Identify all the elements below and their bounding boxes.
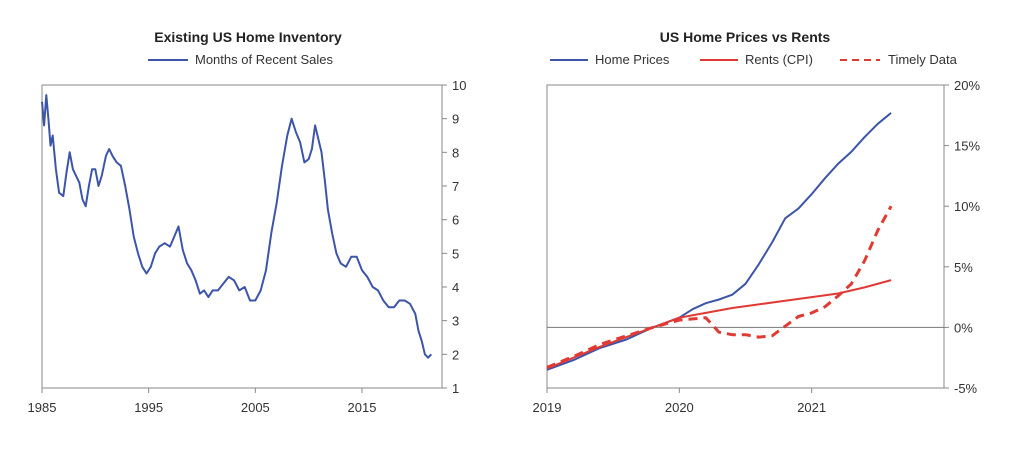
y-tick-label: 5 xyxy=(452,246,459,261)
y-tick-label: 7 xyxy=(452,179,459,194)
x-tick-label: 2020 xyxy=(665,400,694,415)
series-line-timely xyxy=(546,205,893,369)
y-tick-label: 6 xyxy=(452,213,459,228)
y-tick-label: -5% xyxy=(954,381,978,396)
prices-rents-x-axis: 2019 2020 2021 xyxy=(533,388,826,415)
y-tick-label: 20% xyxy=(954,78,980,93)
prices-rents-legend: Home Prices Rents (CPI) Timely Data xyxy=(550,52,958,67)
prices-rents-plot-frame xyxy=(546,84,945,389)
inventory-legend: Months of Recent Sales xyxy=(148,52,334,67)
y-tick-label: 8 xyxy=(452,145,459,160)
inventory-chart-title: Existing US Home Inventory xyxy=(154,29,342,45)
y-tick-label: 4 xyxy=(452,280,459,295)
y-tick-label: 5% xyxy=(954,260,973,275)
prices-rents-y-axis: -5% 0% 5% 10% 15% 20% xyxy=(944,78,980,396)
y-tick-label: 9 xyxy=(452,112,459,127)
prices-rents-chart: US Home Prices vs Rents Home Prices Rent… xyxy=(533,29,981,415)
legend-label-months: Months of Recent Sales xyxy=(195,52,334,67)
x-tick-label: 1985 xyxy=(28,400,57,415)
inventory-y-axis: 1 2 3 4 5 6 7 8 9 10 xyxy=(442,78,466,396)
inventory-chart: Existing US Home Inventory Months of Rec… xyxy=(28,29,467,415)
y-tick-label: 10 xyxy=(452,78,466,93)
series-line-home-prices xyxy=(546,112,892,371)
x-tick-label: 2019 xyxy=(533,400,562,415)
legend-label-timely: Timely Data xyxy=(888,52,958,67)
y-tick-label: 2 xyxy=(452,347,459,362)
y-tick-label: 15% xyxy=(954,139,980,154)
inventory-plot-frame xyxy=(41,84,443,389)
prices-rents-chart-title: US Home Prices vs Rents xyxy=(660,29,831,45)
y-tick-label: 1 xyxy=(452,381,459,396)
x-tick-label: 1995 xyxy=(134,400,163,415)
inventory-x-axis: 1985 1995 2005 2015 xyxy=(28,388,377,415)
x-tick-label: 2015 xyxy=(348,400,377,415)
series-line-months xyxy=(41,94,433,359)
legend-label-home-prices: Home Prices xyxy=(595,52,670,67)
y-tick-label: 3 xyxy=(452,314,459,329)
y-tick-label: 0% xyxy=(954,320,973,335)
x-tick-label: 2021 xyxy=(797,400,826,415)
y-tick-label: 10% xyxy=(954,199,980,214)
legend-label-rents: Rents (CPI) xyxy=(745,52,813,67)
x-tick-label: 2005 xyxy=(241,400,270,415)
series-line-rents xyxy=(546,279,892,370)
